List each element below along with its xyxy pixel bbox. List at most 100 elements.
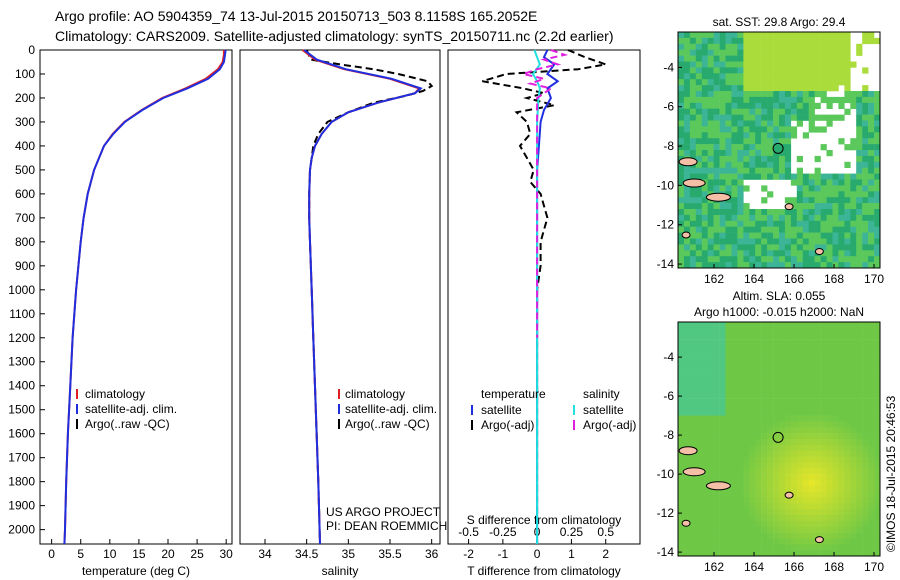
salinity-tick-label: 36 (425, 547, 439, 561)
map-cell (737, 173, 744, 180)
map-cell (743, 138, 750, 145)
map-cell (808, 409, 815, 416)
map-cell (725, 238, 732, 245)
map-cell (761, 114, 768, 121)
map-cell (743, 173, 750, 180)
map-cell (850, 433, 857, 440)
map-cell (808, 421, 815, 428)
map-cell (767, 209, 774, 216)
map-cell (755, 439, 762, 446)
map-cell (767, 232, 774, 239)
map-cell (755, 161, 762, 168)
map-cell (856, 120, 863, 127)
map-cell (773, 456, 780, 463)
map-cell (678, 161, 685, 168)
map-cell (796, 256, 803, 263)
map-cell (844, 256, 851, 263)
map-cell (683, 409, 691, 416)
map-cell (814, 191, 821, 198)
map-cell (874, 91, 881, 98)
map-cell (796, 339, 803, 346)
map-cell (862, 256, 869, 263)
map-cell (701, 368, 708, 375)
map-cell (856, 479, 863, 486)
map-cell (767, 250, 774, 257)
map-cell (820, 49, 827, 56)
map-cell (689, 520, 697, 527)
map-cell (695, 144, 702, 151)
map-cell (743, 398, 750, 405)
map-cell (749, 32, 756, 39)
map-cell (755, 526, 762, 533)
map-cell (755, 415, 762, 422)
map-cell (820, 61, 827, 68)
legend-entry: Argo(..raw -QC) (85, 417, 170, 431)
map-cell (719, 108, 726, 115)
map-cell (856, 497, 863, 504)
map-cell (695, 108, 702, 115)
map-cell (838, 345, 845, 352)
map-cell (874, 520, 881, 527)
map-cell (820, 191, 827, 198)
map-cell (779, 167, 786, 174)
map-cell (814, 91, 821, 98)
map-cell (856, 167, 863, 174)
map-cell (737, 368, 744, 375)
map-cell (683, 209, 691, 216)
map-cell (779, 415, 786, 422)
map-cell (850, 474, 857, 481)
map-cell (802, 197, 809, 204)
map-cell (761, 256, 768, 263)
map-cell (743, 409, 750, 416)
map-cell (784, 538, 792, 545)
map-cell (862, 357, 869, 364)
island-shape (705, 192, 731, 202)
map-cell (808, 327, 815, 334)
map-cell (868, 386, 875, 393)
map-cell (695, 167, 702, 174)
map-cell (683, 167, 691, 174)
map-cell (695, 49, 702, 56)
map-cell (695, 520, 702, 527)
map-cell (755, 232, 762, 239)
map-cell (796, 474, 803, 481)
map-cell (713, 238, 720, 245)
map-cell (749, 485, 756, 492)
map-cell (678, 333, 685, 340)
map-cell (832, 392, 839, 399)
map-cell (713, 374, 720, 381)
map-cell (868, 368, 875, 375)
map-cell (814, 102, 821, 109)
map-cell (761, 351, 768, 358)
map-cell (755, 114, 762, 121)
map-cell (725, 351, 732, 358)
map-cell (737, 85, 744, 92)
map-cell (719, 520, 726, 527)
map-cell (862, 155, 869, 163)
map-cell (796, 462, 803, 469)
map-cell (832, 220, 839, 227)
map-cell (844, 380, 851, 387)
map-cell (749, 339, 756, 346)
map-cell (856, 509, 863, 516)
map-cell (731, 226, 738, 233)
map-cell (749, 439, 756, 446)
map-cell (683, 427, 691, 434)
map-cell (761, 102, 768, 109)
map-cell (808, 49, 815, 56)
map-cell (779, 79, 786, 86)
island-shape (814, 247, 824, 255)
map-cell (737, 161, 744, 168)
map-cell (773, 345, 780, 352)
map-cell (826, 444, 833, 451)
map-cell (868, 256, 875, 263)
map-cell (725, 550, 732, 557)
map-lon-tick-label: 170 (864, 560, 884, 574)
map-cell (731, 262, 738, 269)
map-cell (868, 322, 875, 329)
map-cell (808, 415, 815, 422)
map-cell (814, 409, 821, 416)
map-cell (743, 345, 750, 352)
map-cell (749, 433, 756, 440)
map-cell (808, 73, 815, 80)
